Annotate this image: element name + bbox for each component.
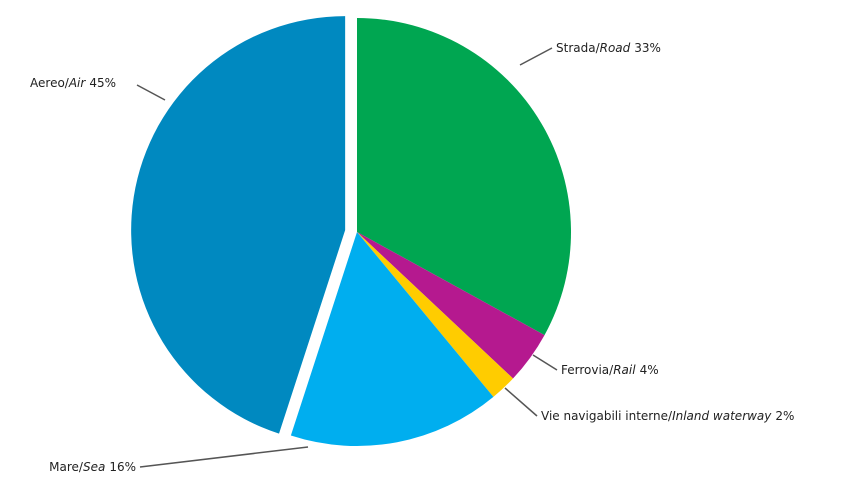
value-label: 4% [640, 363, 659, 377]
value-label: 16% [109, 460, 136, 474]
slice-label: Mare/Sea 16% [49, 460, 136, 474]
pie-slice [357, 232, 513, 397]
pie-slice [357, 18, 571, 336]
value-label: 45% [89, 76, 116, 90]
slice-label: Ferrovia/Rail 4% [561, 363, 659, 377]
pie-slice [290, 232, 494, 446]
slice-label: Strada/Road 33% [556, 41, 661, 55]
category-en: Road [600, 41, 631, 55]
leader-line [519, 47, 553, 66]
category-it: Vie navigabili interne/ [541, 409, 673, 423]
value-label: 33% [634, 41, 661, 55]
pie-slice [131, 16, 346, 434]
category-it: Aereo/ [30, 76, 70, 90]
category-en: Rail [613, 363, 636, 377]
leader-line [532, 354, 558, 371]
slice-label: Vie navigabili interne/Inland waterway 2% [541, 409, 794, 423]
category-en: Sea [83, 460, 105, 474]
leader-line [136, 84, 166, 101]
category-it: Ferrovia/ [561, 363, 614, 377]
leader-line [504, 387, 538, 417]
leader-line [139, 446, 309, 468]
category-it: Mare/ [49, 460, 84, 474]
category-en: Air [68, 76, 87, 90]
slice-label: Aereo/Air 45% [30, 76, 116, 90]
pie-slice [357, 232, 545, 379]
value-label: 2% [775, 409, 794, 423]
category-en: Inland waterway [672, 409, 772, 423]
category-it: Strada/ [556, 41, 601, 55]
